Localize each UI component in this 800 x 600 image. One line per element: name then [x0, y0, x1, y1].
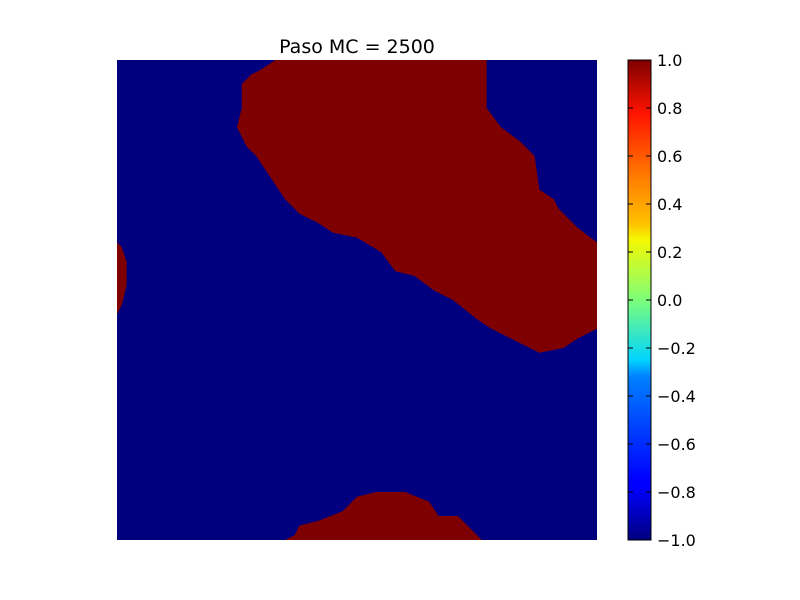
- domain-plus-one-1: [237, 60, 597, 353]
- colorbar-tick-label: 0.8: [657, 99, 682, 118]
- colorbar-tick-label: −0.8: [657, 483, 696, 502]
- colorbar-tick-label: 0.6: [657, 147, 682, 166]
- colorbar-tick-label: −0.6: [657, 435, 696, 454]
- domain-plus-one-3: [285, 492, 482, 540]
- colorbar-tick-label: −1.0: [657, 531, 696, 550]
- heatmap-image: [117, 60, 597, 540]
- colorbar-tick-label: 0.0: [657, 291, 682, 310]
- colorbar-ticks: 1.0 0.8 0.6 0.4 0.2 0.0 −0.2 −0.4 −0.6 −0.8 −1.0: [628, 51, 696, 550]
- colorbar-tick-label: −0.4: [657, 387, 696, 406]
- chart-title: Paso MC = 2500: [279, 36, 435, 58]
- domain-plus-one-2: [117, 242, 127, 315]
- colorbar-tick-label: 0.4: [657, 195, 682, 214]
- colorbar-tick-label: −0.2: [657, 339, 696, 358]
- colorbar: 1.0 0.8 0.6 0.4 0.2 0.0 −0.2 −0.4 −0.6 −0.8 −1.0: [627, 51, 696, 550]
- colorbar-tick-label: 0.2: [657, 243, 682, 262]
- colorbar-tick-label: 1.0: [657, 51, 682, 70]
